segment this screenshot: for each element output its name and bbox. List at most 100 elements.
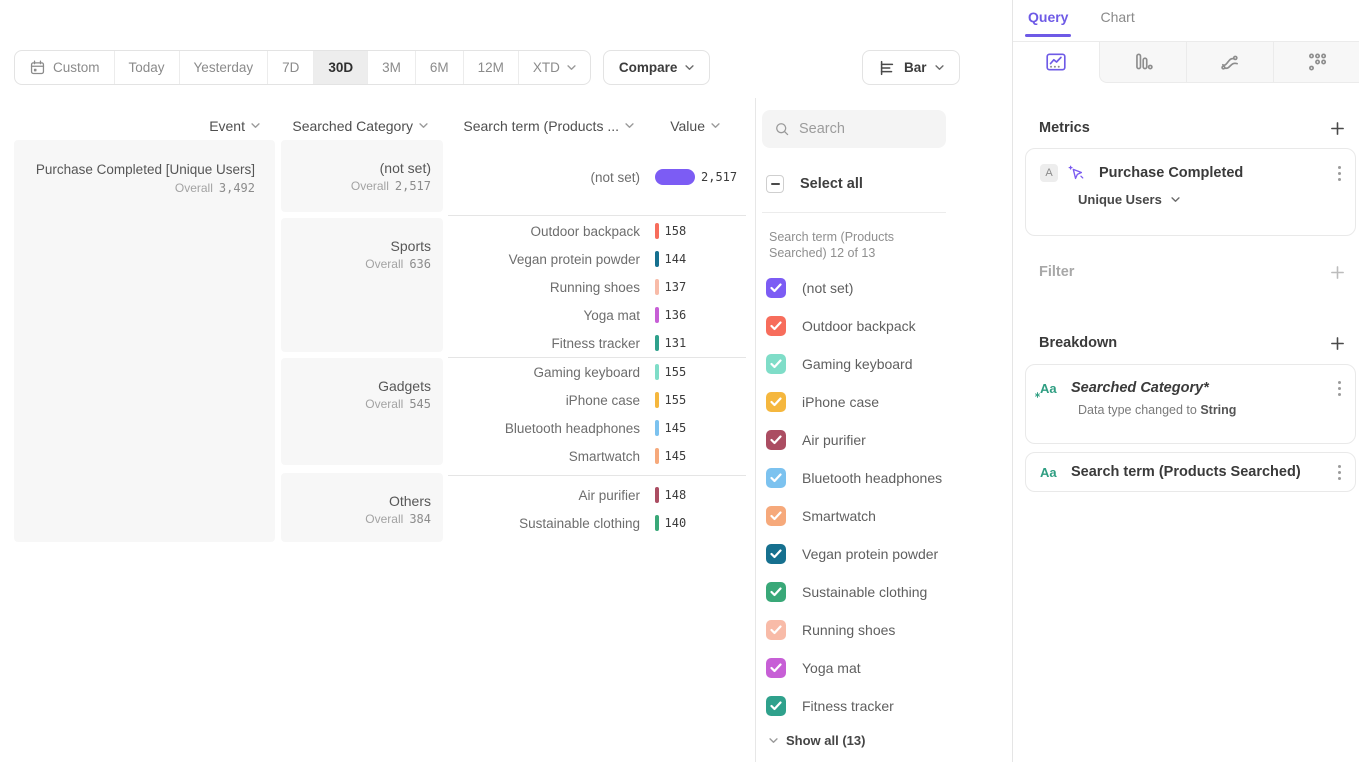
segment-item-bluetooth-headphones[interactable]: Bluetooth headphones: [766, 464, 996, 492]
segment-item-yoga-mat[interactable]: Yoga mat: [766, 654, 996, 682]
tab-insights[interactable]: [1013, 42, 1099, 83]
segment-checkbox[interactable]: [766, 430, 786, 450]
event-name: Purchase Completed [Unique Users]: [24, 161, 255, 179]
segment-checkbox[interactable]: [766, 544, 786, 564]
segment-item--not-set-[interactable]: (not set): [766, 274, 996, 302]
segment-item-iphone-case[interactable]: iPhone case: [766, 388, 996, 416]
category-cell[interactable]: (not set)Overall2,517: [281, 140, 443, 212]
segment-checkbox[interactable]: [766, 696, 786, 716]
check-icon: [770, 397, 782, 407]
category-overall: Overall636: [289, 257, 431, 271]
segment-checkbox[interactable]: [766, 278, 786, 298]
segment-checkbox[interactable]: [766, 506, 786, 526]
query-sidebar: Query Chart: [1012, 0, 1359, 762]
date-range-7d[interactable]: 7D: [267, 51, 313, 84]
tab-query[interactable]: Query: [1028, 9, 1068, 37]
search-box[interactable]: [762, 110, 946, 148]
term-row[interactable]: Outdoor backpack158: [448, 217, 748, 245]
measure-dropdown[interactable]: Unique Users: [1078, 192, 1355, 207]
column-header-category-label: Searched Category: [292, 118, 413, 134]
metric-card[interactable]: A Purchase Completed Unique Users: [1025, 148, 1356, 236]
date-range-custom[interactable]: Custom: [15, 51, 114, 84]
value-bar: [655, 392, 659, 408]
segment-item-outdoor-backpack[interactable]: Outdoor backpack: [766, 312, 996, 340]
date-range-group: CustomTodayYesterday7D30D 3M 6M12MXTD: [14, 50, 591, 85]
term-row[interactable]: Air purifier148: [448, 481, 748, 509]
term-row[interactable]: (not set)2,517: [448, 163, 748, 191]
segment-item-fitness-tracker[interactable]: Fitness tracker: [766, 692, 996, 720]
category-cell[interactable]: GadgetsOverall545: [281, 358, 443, 465]
date-range-12m[interactable]: 12M: [463, 51, 518, 84]
term-row[interactable]: Sustainable clothing140: [448, 509, 748, 537]
breakdown-card-searched-category[interactable]: ⁎Aa Searched Category* Data type changed…: [1025, 364, 1356, 444]
segment-item-vegan-protein-powder[interactable]: Vegan protein powder: [766, 540, 996, 568]
date-range-today[interactable]: Today: [114, 51, 179, 84]
segment-checkbox[interactable]: [766, 392, 786, 412]
check-icon: [770, 663, 782, 673]
term-row[interactable]: Vegan protein powder144: [448, 245, 748, 273]
term-row[interactable]: Gaming keyboard155: [448, 358, 748, 386]
tab-funnels[interactable]: [1099, 42, 1186, 83]
tab-flows[interactable]: [1186, 42, 1273, 83]
segment-item-air-purifier[interactable]: Air purifier: [766, 426, 996, 454]
segment-item-smartwatch[interactable]: Smartwatch: [766, 502, 996, 530]
value-bar: [655, 169, 695, 185]
tab-chart[interactable]: Chart: [1100, 9, 1134, 37]
date-range-30d[interactable]: 30D: [313, 51, 367, 84]
term-row[interactable]: Running shoes137: [448, 273, 748, 301]
search-input[interactable]: [799, 121, 929, 137]
segment-checkbox[interactable]: [766, 620, 786, 640]
select-all-checkbox[interactable]: [766, 175, 784, 193]
segment-label: iPhone case: [802, 394, 879, 410]
series-badge: A: [1040, 164, 1058, 182]
date-range-yesterday[interactable]: Yesterday: [179, 51, 268, 84]
segment-checkbox[interactable]: [766, 468, 786, 488]
category-cell[interactable]: OthersOverall384: [281, 473, 443, 542]
date-range-xtd[interactable]: XTD: [518, 51, 590, 84]
check-icon: [770, 701, 782, 711]
chart-type-button[interactable]: Bar: [862, 50, 960, 85]
string-property-icon: ⁎Aa: [1040, 381, 1062, 396]
term-value: 148: [665, 488, 687, 502]
compare-button[interactable]: Compare: [603, 50, 711, 85]
metric-options-kebab[interactable]: [1337, 166, 1341, 181]
add-metric-button[interactable]: [1330, 121, 1345, 136]
term-row[interactable]: Yoga mat136: [448, 301, 748, 329]
term-row[interactable]: Fitness tracker131: [448, 329, 748, 357]
event-cell[interactable]: Purchase Completed [Unique Users] Overal…: [14, 140, 275, 542]
column-header-search-term[interactable]: Search term (Products ...: [440, 117, 634, 134]
segment-item-running-shoes[interactable]: Running shoes: [766, 616, 996, 644]
breakdown-name: Searched Category*: [1071, 380, 1328, 396]
segment-checkbox[interactable]: [766, 354, 786, 374]
column-header-event[interactable]: Event: [150, 117, 260, 134]
segment-item-gaming-keyboard[interactable]: Gaming keyboard: [766, 350, 996, 378]
chevron-down-icon: [935, 65, 944, 71]
term-value: 140: [665, 516, 687, 530]
term-row[interactable]: Smartwatch145: [448, 442, 748, 470]
segment-list-label: Search term (Products Searched) 12 of 13: [769, 229, 951, 261]
segment-checkbox[interactable]: [766, 316, 786, 336]
term-row[interactable]: Bluetooth headphones145: [448, 414, 748, 442]
value-bar: [655, 420, 659, 436]
segment-checkbox[interactable]: [766, 582, 786, 602]
date-range-6m[interactable]: 6M: [415, 51, 463, 84]
select-all-row[interactable]: Select all: [766, 175, 863, 193]
tab-retention[interactable]: [1273, 42, 1359, 83]
term-row[interactable]: iPhone case155: [448, 386, 748, 414]
column-header-value[interactable]: Value: [640, 117, 720, 134]
add-filter-button[interactable]: [1330, 265, 1345, 280]
date-range-3m[interactable]: 3M: [367, 51, 415, 84]
column-header-searched-category[interactable]: Searched Category: [280, 117, 428, 134]
category-overall: Overall384: [289, 512, 431, 526]
show-all-link[interactable]: Show all (13): [769, 733, 865, 748]
segment-label: Bluetooth headphones: [802, 470, 942, 486]
breakdown-card-search-term[interactable]: Aa Search term (Products Searched): [1025, 452, 1356, 492]
breakdown-options-kebab[interactable]: [1337, 381, 1341, 396]
term-label: Yoga mat: [448, 308, 640, 323]
date-range-label: 3M: [382, 60, 401, 75]
category-cell[interactable]: SportsOverall636: [281, 218, 443, 352]
add-breakdown-button[interactable]: [1330, 336, 1345, 351]
segment-checkbox[interactable]: [766, 658, 786, 678]
segment-item-sustainable-clothing[interactable]: Sustainable clothing: [766, 578, 996, 606]
breakdown-options-kebab[interactable]: [1337, 465, 1341, 480]
